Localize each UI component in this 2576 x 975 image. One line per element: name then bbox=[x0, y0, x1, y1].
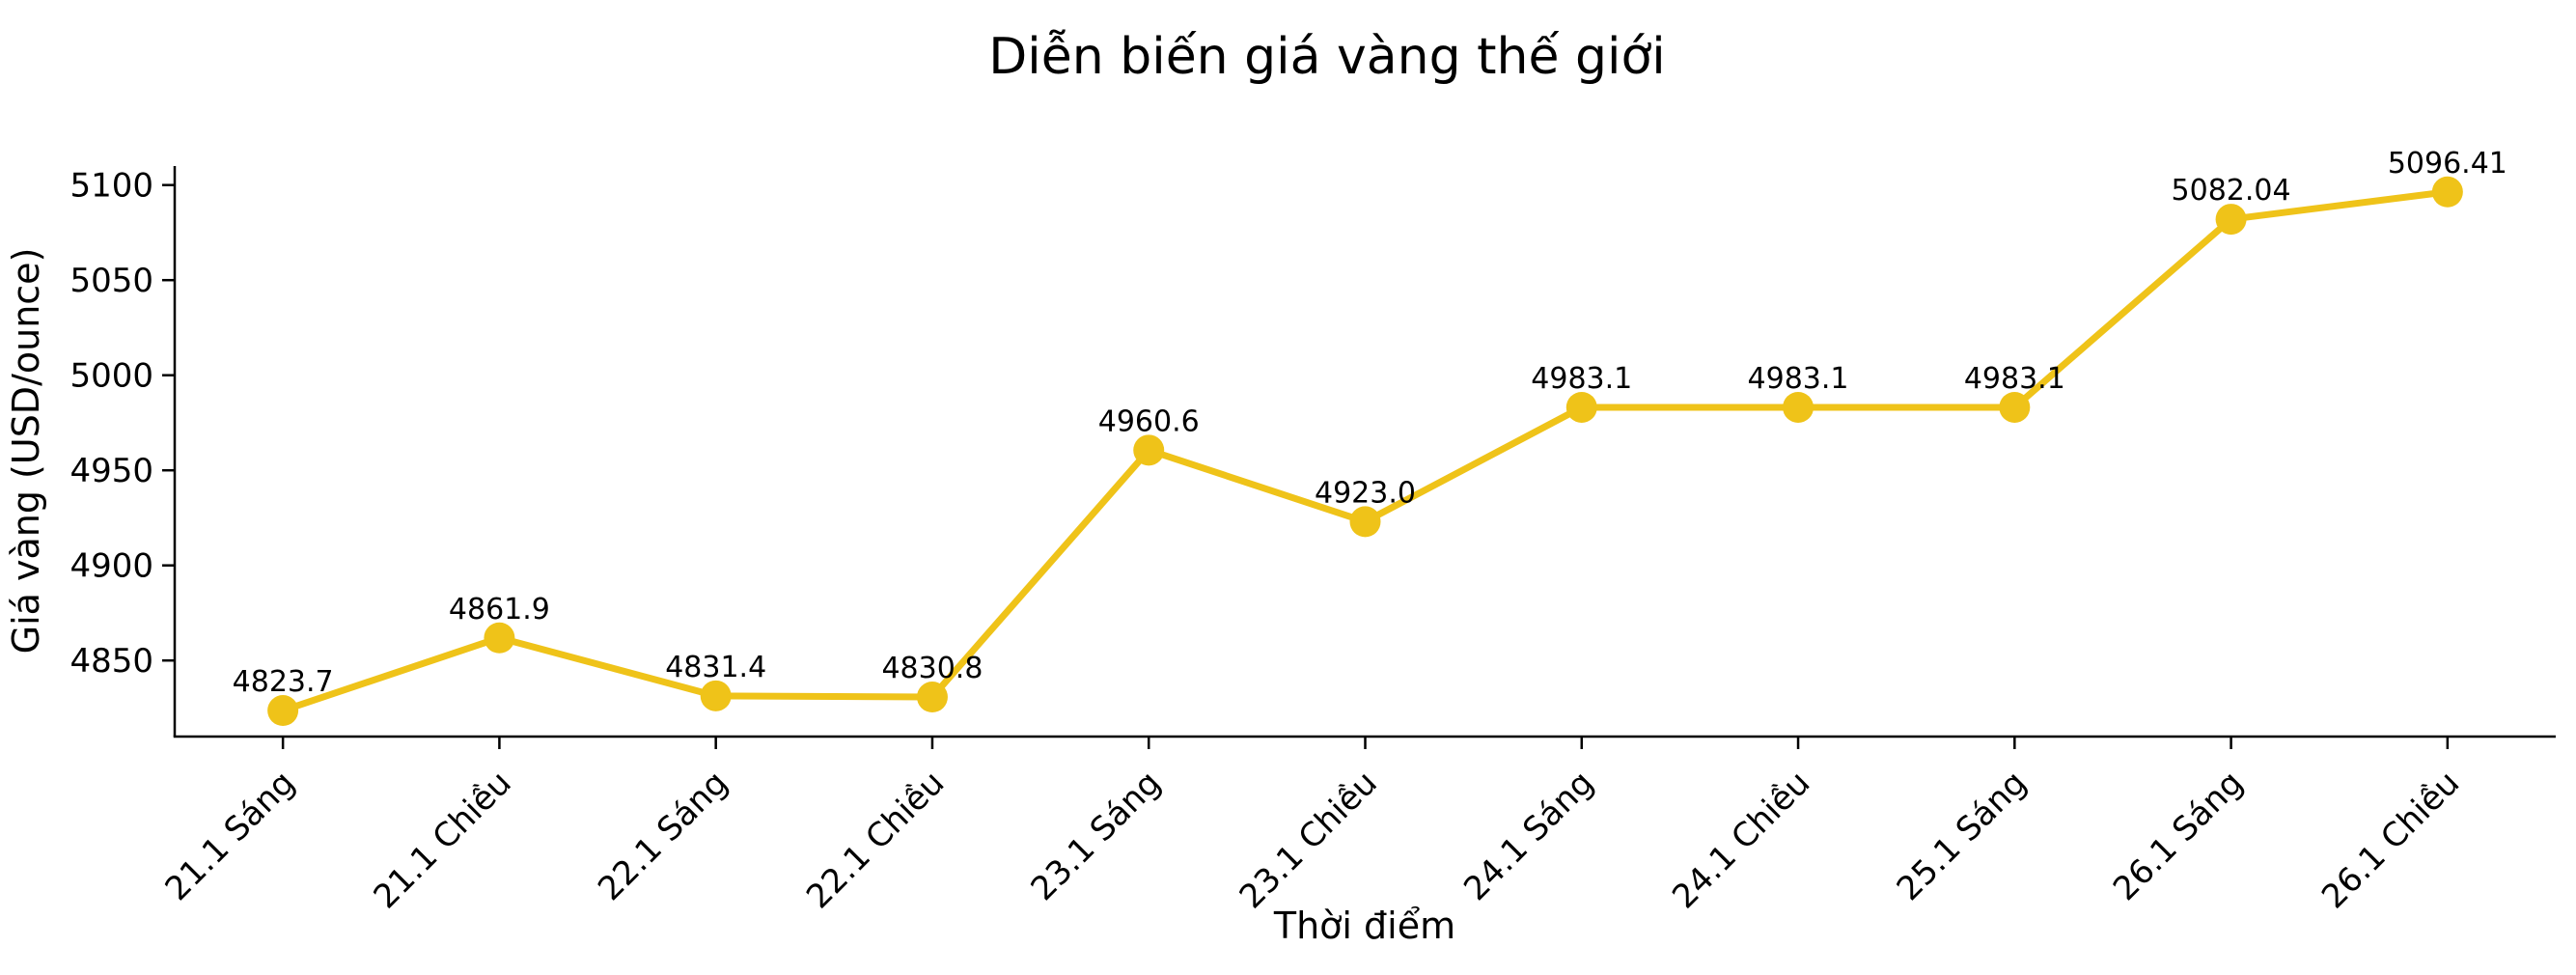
x-tick-label: 22.1 Chiều bbox=[799, 764, 952, 916]
data-point-marker bbox=[1349, 506, 1381, 538]
data-point-marker bbox=[1565, 391, 1597, 423]
data-point-label: 4830.8 bbox=[881, 652, 983, 685]
x-tick-label: 23.1 Chiều bbox=[1233, 764, 1385, 916]
data-point-marker bbox=[484, 622, 515, 654]
series-polyline bbox=[279, 188, 2451, 714]
x-tick-label: 24.1 Chiều bbox=[1665, 764, 1817, 916]
x-axis-label: Thời điểm bbox=[1273, 905, 1455, 947]
x-tick-label: 23.1 Sáng bbox=[1024, 764, 1169, 908]
chart-title: Diễn biến giá vàng thế giới bbox=[988, 28, 1665, 86]
data-point-marker bbox=[1133, 434, 1165, 466]
x-tick-label: 21.1 Sáng bbox=[158, 764, 303, 908]
data-point-label: 4823.7 bbox=[233, 665, 334, 699]
y-tick-label: 4950 bbox=[69, 452, 153, 490]
line-series: 4823.7 4861.9 4831.4 4830.8 4960.6 4923.0 4983… bbox=[233, 147, 2507, 727]
axes: 4850 4900 4950 5000 5050 5100 21.1 Sáng 21.1 Ch… bbox=[69, 166, 2556, 916]
data-point-marker bbox=[267, 695, 299, 727]
data-point-marker bbox=[700, 680, 732, 711]
x-tick-label: 22.1 Sáng bbox=[591, 764, 735, 908]
data-point-label: 5096.41 bbox=[2388, 147, 2507, 181]
data-point-label: 4983.1 bbox=[1964, 362, 2065, 396]
data-point-label: 4861.9 bbox=[449, 593, 550, 627]
y-axis-label: Giá vàng (USD/ounce) bbox=[5, 248, 47, 655]
data-point-marker bbox=[2215, 204, 2247, 236]
data-point-marker bbox=[1783, 391, 1814, 423]
x-tick-label: 24.1 Sáng bbox=[1456, 764, 1601, 908]
data-point-marker bbox=[2431, 176, 2463, 208]
x-tick-label: 26.1 Sáng bbox=[2106, 764, 2251, 908]
data-point-label: 4983.1 bbox=[1531, 362, 1632, 396]
x-tick-label: 26.1 Chiều bbox=[2314, 764, 2467, 916]
data-point-marker bbox=[1999, 391, 2031, 423]
data-point-marker bbox=[916, 682, 948, 713]
data-point-label: 4960.6 bbox=[1098, 404, 1200, 438]
data-point-label: 5082.04 bbox=[2172, 174, 2291, 208]
x-tick-label: 21.1 Chiều bbox=[367, 764, 519, 916]
x-tick-label: 25.1 Sáng bbox=[1890, 764, 2035, 908]
y-tick-label: 5050 bbox=[69, 262, 153, 300]
y-tick-label: 4850 bbox=[69, 642, 153, 681]
y-tick-label: 5000 bbox=[69, 357, 153, 396]
y-tick-label: 5100 bbox=[69, 167, 153, 206]
y-tick-label: 4900 bbox=[69, 547, 153, 586]
data-point-label: 4923.0 bbox=[1315, 476, 1416, 510]
data-point-label: 4983.1 bbox=[1748, 362, 1849, 396]
data-point-label: 4831.4 bbox=[665, 651, 766, 684]
